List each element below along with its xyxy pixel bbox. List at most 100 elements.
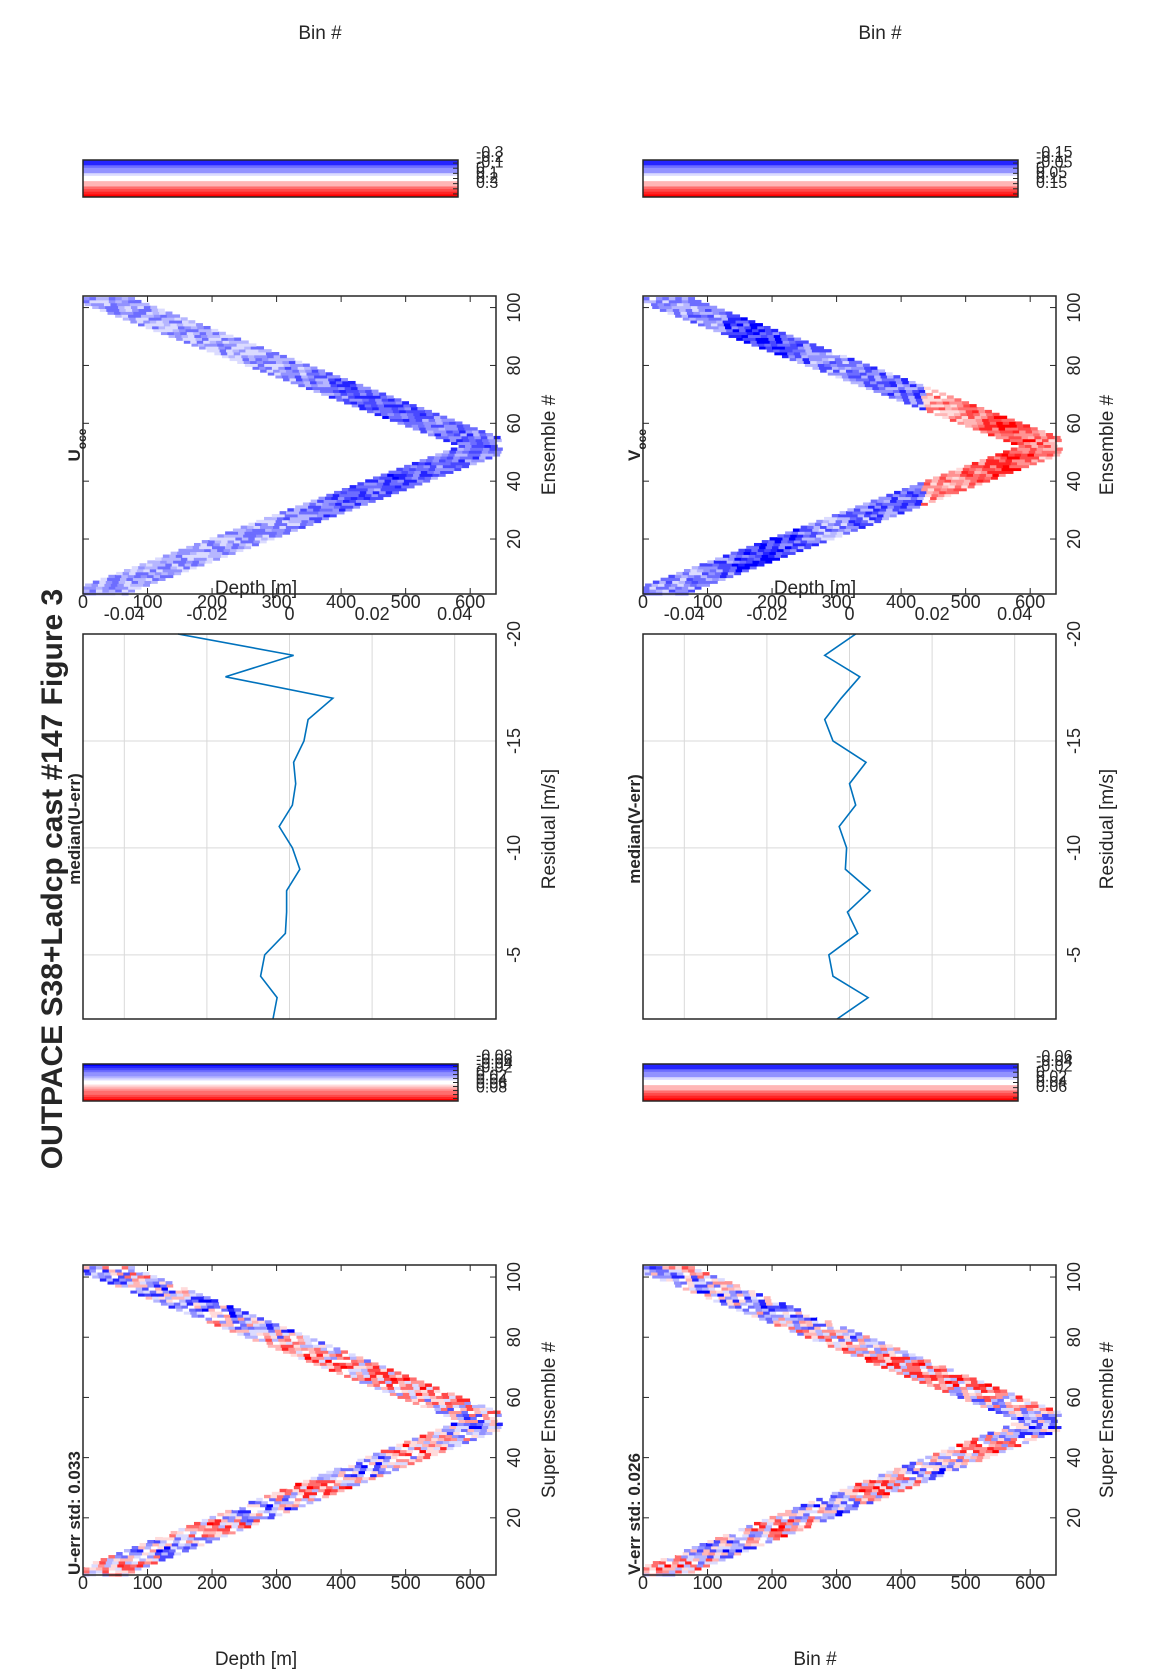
- heatmap-cell: [326, 508, 333, 512]
- heatmap-cell: [753, 1521, 761, 1526]
- colorbar-tick-label: -0.05: [1036, 154, 1073, 171]
- heatmap-cell: [300, 1485, 308, 1490]
- heatmap-cell: [370, 1473, 377, 1478]
- heatmap-cell: [429, 1440, 437, 1445]
- heatmap-cell: [909, 485, 917, 489]
- heatmap-cell: [721, 317, 729, 321]
- heatmap-cell: [123, 302, 131, 307]
- heatmap-cell: [435, 1428, 443, 1433]
- heatmap-cell: [148, 1552, 156, 1556]
- heatmap-cell: [319, 1485, 327, 1490]
- heatmap-cell: [195, 337, 203, 341]
- heatmap-cell: [153, 314, 161, 318]
- heatmap-cell: [418, 1452, 425, 1457]
- heatmap-cell: [95, 1570, 103, 1574]
- heatmap-cell: [222, 551, 230, 555]
- heatmap-cell: [836, 1509, 844, 1514]
- heatmap-cell: [853, 1500, 861, 1505]
- heatmap-cell: [170, 551, 178, 555]
- heatmap-cell: [291, 366, 299, 370]
- heatmap-cell: [818, 528, 826, 532]
- heatmap-cell: [974, 470, 982, 474]
- heatmap-cell: [668, 586, 676, 590]
- heatmap-cell: [786, 349, 793, 353]
- heatmap-cell: [423, 1395, 431, 1399]
- heatmap-cell: [260, 354, 268, 359]
- heatmap-cell: [244, 531, 252, 535]
- heatmap-cell: [818, 1338, 826, 1342]
- heatmap-cell: [324, 496, 332, 500]
- heatmap-cell: [727, 1302, 735, 1306]
- heatmap-cell: [1039, 456, 1046, 460]
- heatmap-cell: [164, 1546, 171, 1550]
- heatmap-cell: [879, 1344, 887, 1348]
- heatmap-cell: [926, 409, 934, 414]
- heatmap-cell: [997, 1398, 1005, 1402]
- heatmap-cell: [689, 1552, 696, 1556]
- heatmap-cell: [438, 1449, 446, 1454]
- heatmap-cell: [102, 1567, 110, 1571]
- heatmap-cell: [305, 1341, 313, 1345]
- heatmap-cell: [247, 354, 255, 359]
- heatmap-cell: [790, 1314, 798, 1318]
- heatmap-cell: [320, 389, 327, 393]
- heatmap-cell: [405, 1383, 413, 1387]
- heatmap-cell: [717, 1546, 725, 1550]
- heatmap-cell: [751, 548, 759, 553]
- heatmap-cell: [91, 1564, 99, 1568]
- heatmap-cell: [380, 1449, 388, 1454]
- heatmap-cell: [230, 1512, 238, 1517]
- heatmap-cell: [796, 1329, 803, 1333]
- heatmap-cell: [425, 1383, 432, 1387]
- heatmap-cell: [811, 1335, 819, 1339]
- heatmap-cell: [864, 1491, 871, 1496]
- heatmap-cell: [1014, 1428, 1022, 1433]
- heatmap-cell: [245, 528, 253, 532]
- heatmap-cell: [134, 1269, 142, 1273]
- heatmap-cell: [865, 369, 873, 373]
- heatmap-cell: [366, 1467, 374, 1472]
- heatmap-cell: [431, 1452, 438, 1457]
- heatmap-cell: [806, 540, 814, 544]
- heatmap-cell: [1014, 1443, 1022, 1448]
- heatmap-cell: [941, 1461, 949, 1466]
- heatmap-cell: [782, 1530, 790, 1535]
- heatmap-cell: [224, 1317, 232, 1321]
- heatmap-cell: [465, 430, 473, 434]
- heatmap-cell: [345, 493, 353, 498]
- heatmap-cell: [91, 302, 98, 307]
- heatmap-cell: [808, 522, 816, 527]
- heatmap-cell: [357, 1374, 364, 1378]
- heatmap-cell: [790, 548, 797, 553]
- heatmap-cell: [450, 1416, 458, 1420]
- heatmap-cell: [790, 1512, 798, 1517]
- heatmap-cell: [652, 1561, 660, 1565]
- heatmap-cell: [720, 1284, 728, 1288]
- heatmap-cell: [850, 1506, 858, 1511]
- heatmap-cell: [385, 490, 393, 495]
- heatmap-cell: [970, 1455, 978, 1460]
- heatmap-cell: [863, 1353, 871, 1357]
- heatmap-cell: [777, 1527, 785, 1532]
- heatmap-cell: [1009, 464, 1017, 469]
- colorbar-swatch: [643, 162, 1018, 166]
- heatmap-cell: [852, 1341, 860, 1345]
- heatmap-cell: [890, 1356, 898, 1360]
- heatmap-cell: [346, 1482, 354, 1487]
- heatmap-cell: [288, 1497, 296, 1502]
- heatmap-cell: [834, 357, 842, 362]
- colorbar-tick-label: 0: [1036, 1064, 1045, 1081]
- heatmap-cell: [911, 1359, 918, 1363]
- heatmap-cell: [906, 490, 914, 495]
- heatmap-cell: [161, 571, 169, 576]
- heatmap-cell: [824, 1320, 832, 1324]
- heatmap-cell: [925, 493, 932, 498]
- heatmap-cell: [992, 459, 1000, 463]
- residual-tick-label: -0.02: [186, 604, 227, 624]
- heatmap-cell: [735, 1290, 743, 1294]
- colorbar-swatch: [83, 1067, 458, 1071]
- heatmap-cell: [913, 490, 921, 495]
- heatmap-cell: [973, 1449, 980, 1454]
- heatmap-cell: [764, 343, 772, 347]
